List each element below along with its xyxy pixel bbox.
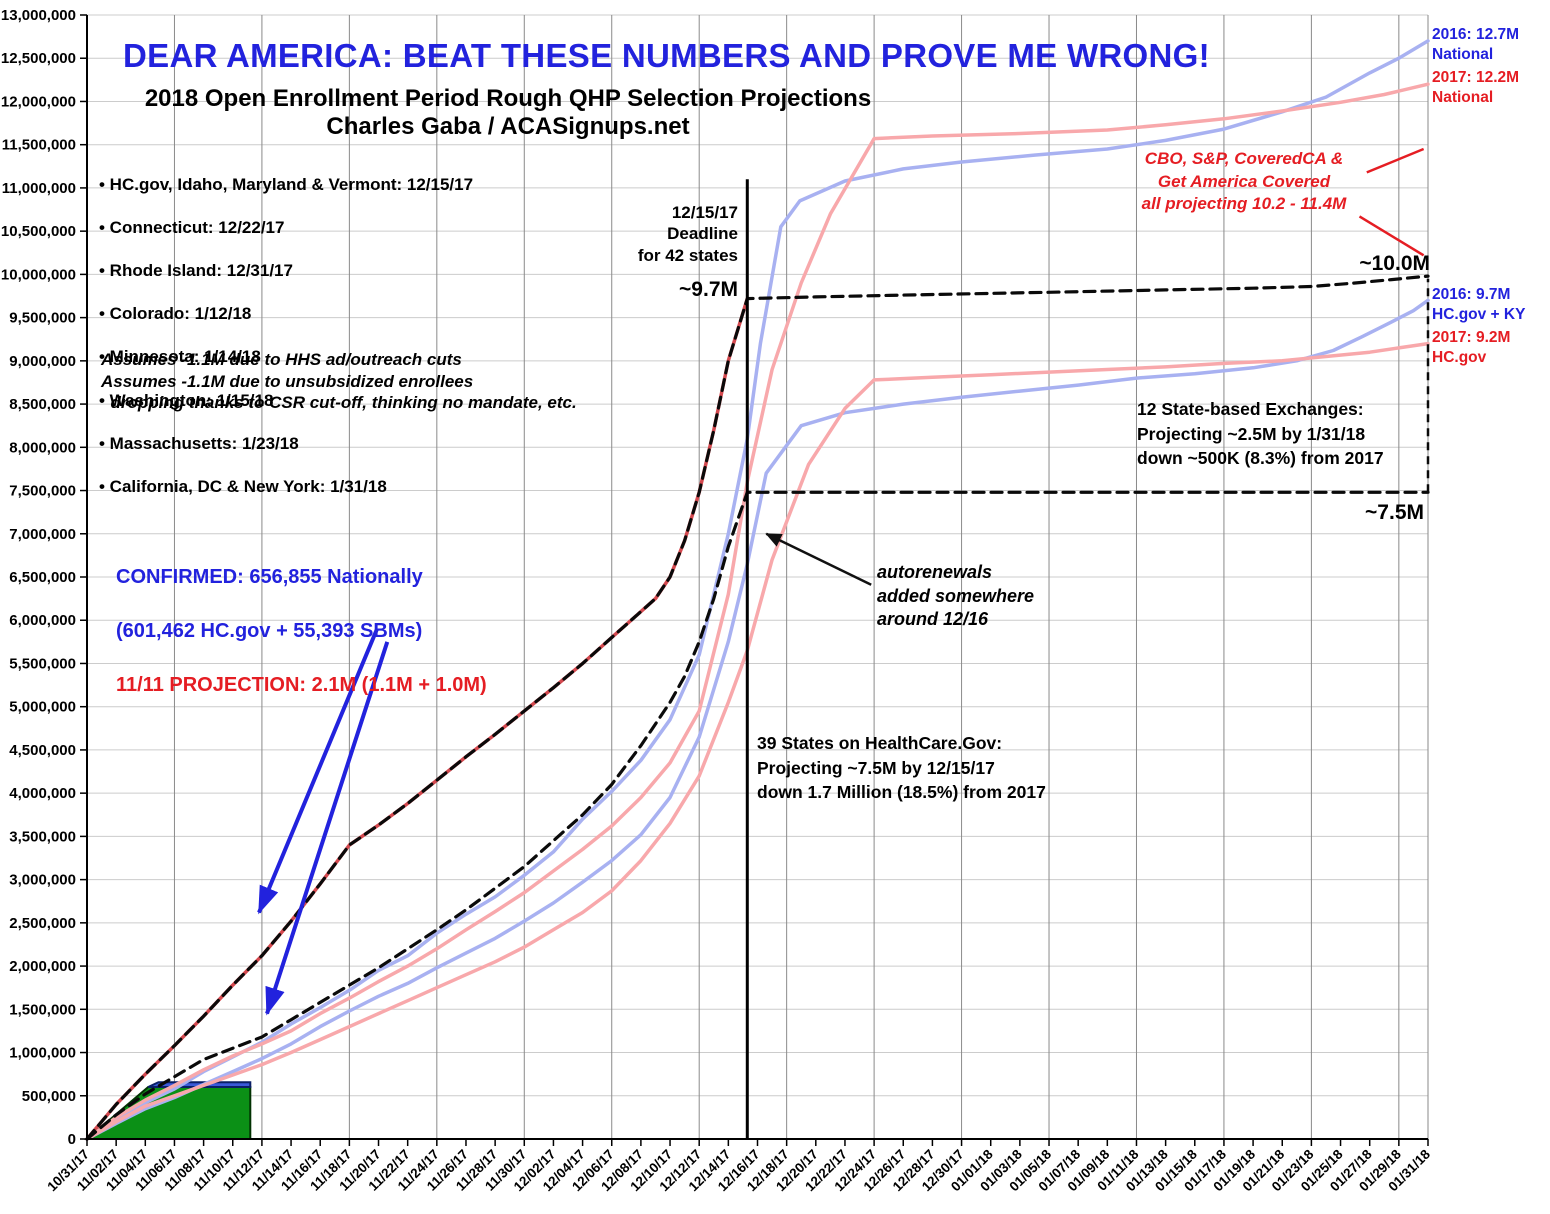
svg-text:11,500,000: 11,500,000 xyxy=(2,137,76,154)
2017-hcgov xyxy=(85,341,1430,1141)
svg-text:3,000,000: 3,000,000 xyxy=(9,872,76,889)
projection-1111: 11/11 PROJECTION: 2.1M (1.1M + 1.0M) xyxy=(116,674,487,696)
autorenewals-arrow xyxy=(765,532,872,586)
deadline-note: • Washington: 1/15/18 xyxy=(99,390,274,410)
svg-text:8,000,000: 8,000,000 xyxy=(9,439,76,456)
chart-byline: Charles Gaba / ACASignups.net xyxy=(326,113,690,140)
svg-text:1,000,000: 1,000,000 xyxy=(9,1045,76,1062)
svg-text:4,500,000: 4,500,000 xyxy=(9,742,76,759)
confirmed-arrow-upper-dashed xyxy=(257,628,379,915)
svg-text:9,500,000: 9,500,000 xyxy=(9,310,76,327)
deadline-annotation: 12/15/17 Deadline for 42 states xyxy=(637,203,738,265)
svg-text:5,500,000: 5,500,000 xyxy=(9,655,76,672)
edge-label-2016-hcgov: 2016: 9.7M HC.gov + KY xyxy=(1432,286,1526,323)
svg-text:8,500,000: 8,500,000 xyxy=(9,396,76,413)
svg-text:9,000,000: 9,000,000 xyxy=(9,353,76,370)
svg-text:0: 0 xyxy=(68,1131,76,1148)
svg-text:10,500,000: 10,500,000 xyxy=(1,223,76,240)
deadline-note: • California, DC & New York: 1/31/18 xyxy=(99,476,387,496)
svg-text:2,500,000: 2,500,000 xyxy=(9,915,76,932)
deadline-notes-list: • HC.gov, Idaho, Maryland & Vermont: 12/… xyxy=(99,152,473,519)
2017-national xyxy=(85,82,1430,1141)
deadline-note: • HC.gov, Idaho, Maryland & Vermont: 12/… xyxy=(99,174,474,194)
hcgov-39-states-annotation: 39 States on HealthCare.Gov: Projecting … xyxy=(757,733,1046,802)
svg-text:500,000: 500,000 xyxy=(22,1088,76,1105)
label-7-5m: ~7.5M xyxy=(1365,501,1424,524)
svg-text:10,000,000: 10,000,000 xyxy=(1,266,76,283)
confirmed-block: CONFIRMED: 656,855 Nationally (601,462 H… xyxy=(116,537,487,726)
2016-national xyxy=(85,39,1430,1141)
chart-subtitle: 2018 Open Enrollment Period Rough QHP Se… xyxy=(144,85,872,112)
autorenewals-annotation: autorenewals added somewhere around 12/1… xyxy=(877,562,1035,629)
svg-text:7,000,000: 7,000,000 xyxy=(9,526,76,543)
assumptions-note: Assumes -1.1M due to HHS ad/outreach cut… xyxy=(101,350,577,412)
svg-text:6,500,000: 6,500,000 xyxy=(9,569,76,586)
sbe-12-annotation: 12 State-based Exchanges: Projecting ~2.… xyxy=(1137,399,1384,468)
deadline-note: • Colorado: 1/12/18 xyxy=(99,304,252,324)
svg-text:5,000,000: 5,000,000 xyxy=(9,699,76,716)
2016-hcgov-ky xyxy=(85,298,1430,1141)
svg-text:13,000,000: 13,000,000 xyxy=(1,7,76,24)
deadline-note: • Massachusetts: 1/23/18 xyxy=(99,433,299,453)
svg-text:2,000,000: 2,000,000 xyxy=(9,958,76,975)
2018-national-projection xyxy=(85,274,1430,1141)
svg-text:1,500,000: 1,500,000 xyxy=(9,1001,76,1018)
svg-text:12,500,000: 12,500,000 xyxy=(1,50,76,67)
confirmed-arrow-lower-dashed xyxy=(265,641,390,1016)
label-10-0m: ~10.0M xyxy=(1359,252,1430,275)
svg-text:6,000,000: 6,000,000 xyxy=(9,612,76,629)
cbo-projection-annotation: CBO, S&P, CoveredCA & Get America Covere… xyxy=(1141,149,1347,213)
2018-hcgov-projection xyxy=(85,490,1430,1141)
confirmed-total: CONFIRMED: 656,855 Nationally xyxy=(116,566,423,588)
label-9-7m: ~9.7M xyxy=(679,278,738,301)
confirmed-breakdown: (601,462 HC.gov + 55,393 SBMs) xyxy=(116,620,423,642)
svg-text:4,000,000: 4,000,000 xyxy=(9,785,76,802)
deadline-note: • Connecticut: 12/22/17 xyxy=(99,217,285,237)
svg-text:12,000,000: 12,000,000 xyxy=(1,93,76,110)
svg-text:7,500,000: 7,500,000 xyxy=(9,483,76,500)
svg-text:3,500,000: 3,500,000 xyxy=(9,828,76,845)
edge-label-2017-national: 2017: 12.2M National xyxy=(1432,69,1520,106)
page-title: DEAR AMERICA: BEAT THESE NUMBERS AND PRO… xyxy=(123,37,1210,74)
svg-text:11,000,000: 11,000,000 xyxy=(2,180,76,197)
deadline-note: • Minnesota: 1/14/18 xyxy=(99,347,261,367)
deadline-note: • Rhode Island: 12/31/17 xyxy=(99,260,293,280)
edge-label-2016-national: 2016: 12.7M National xyxy=(1432,26,1520,63)
edge-label-2017-hcgov: 2017: 9.2M HC.gov xyxy=(1432,329,1511,366)
